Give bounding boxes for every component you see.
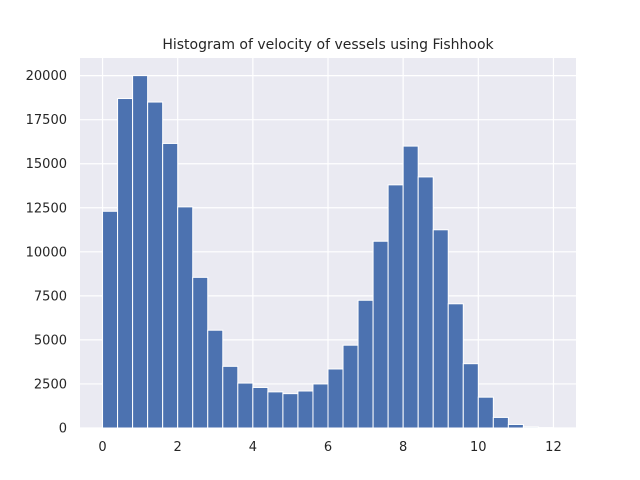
histogram-bar [387, 184, 404, 429]
histogram-bar [522, 426, 539, 429]
histogram-bar [147, 101, 164, 429]
x-tick-label: 6 [324, 440, 332, 455]
histogram-bar [462, 363, 479, 429]
y-axis-ticks: 0 2500 5000 7500 10000 12500 15000 17500 20000 [26, 69, 67, 436]
histogram-bar [447, 303, 464, 429]
chart-title: Histogram of velocity of vessels using F… [162, 37, 494, 53]
histogram-bar [507, 423, 524, 429]
histogram-bar [492, 416, 509, 429]
x-tick-label: 4 [249, 440, 257, 455]
histogram-bar [237, 382, 254, 429]
y-tick-label: 17500 [26, 113, 67, 128]
y-tick-label: 2500 [34, 377, 67, 392]
histogram-bars [102, 75, 554, 429]
histogram-bar [117, 98, 134, 429]
histogram-bar [267, 391, 284, 429]
y-tick-label: 0 [59, 422, 67, 437]
x-tick-label: 12 [545, 440, 562, 455]
histogram-bar [192, 276, 209, 429]
histogram-bar [297, 390, 314, 429]
x-tick-label: 2 [174, 440, 182, 455]
histogram-bar [162, 142, 179, 429]
x-tick-label: 10 [470, 440, 487, 455]
histogram-bar [132, 75, 149, 429]
histogram-bar [252, 386, 269, 429]
histogram-bar [222, 365, 239, 429]
histogram-bar [102, 210, 119, 429]
y-tick-label: 12500 [26, 201, 67, 216]
histogram-bar [312, 383, 329, 429]
histogram-bar [327, 368, 344, 429]
y-tick-label: 7500 [34, 289, 67, 304]
y-tick-label: 20000 [26, 69, 67, 84]
x-axis-ticks: 0 2 4 6 8 10 12 [98, 440, 561, 455]
y-tick-label: 10000 [26, 245, 67, 260]
histogram-bar [177, 206, 194, 429]
y-tick-label: 5000 [34, 333, 67, 348]
x-tick-label: 0 [98, 440, 106, 455]
histogram-bar [282, 393, 299, 429]
histogram-bar [402, 145, 419, 429]
x-tick-label: 8 [399, 440, 407, 455]
histogram-bar [417, 176, 434, 429]
histogram-bar [432, 229, 449, 429]
histogram-bar [207, 329, 224, 429]
histogram-bar [357, 299, 374, 429]
histogram-bar [342, 344, 359, 429]
y-tick-label: 15000 [26, 157, 67, 172]
histogram-bar [372, 240, 389, 429]
histogram-bar [477, 396, 494, 429]
